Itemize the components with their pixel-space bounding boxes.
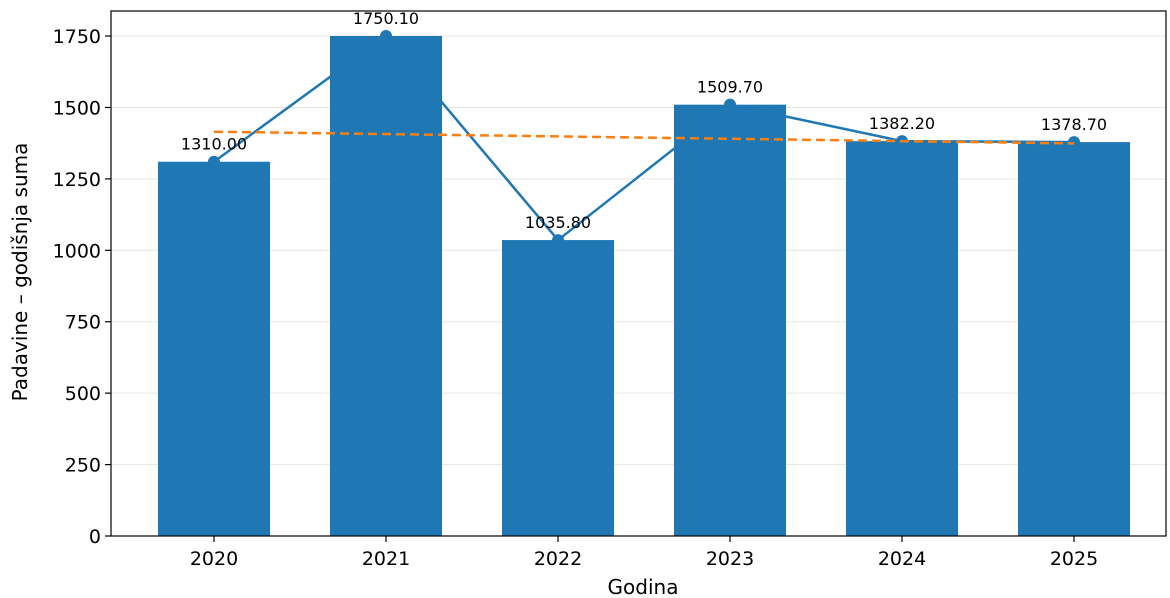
data-labels: 1310.00 1750.10 1035.80 1509.70 1382.20 1378.… (181, 9, 1107, 232)
x-tick-label: 2022 (534, 548, 582, 570)
bar-2023 (674, 104, 786, 537)
x-axis-title: Godina (608, 575, 679, 598)
y-tick-label: 750 (65, 312, 101, 334)
x-tick-label: 2020 (190, 548, 238, 570)
x-tick-label: 2023 (706, 548, 754, 570)
data-label-2021: 1750.10 (353, 9, 419, 28)
trend-line (213, 130, 1075, 145)
y-tick-label: 1250 (53, 169, 101, 191)
point-2025 (1068, 136, 1080, 149)
data-label-2020: 1310.00 (181, 135, 247, 154)
y-tick-label: 1750 (53, 26, 101, 48)
point-2022 (552, 234, 564, 247)
data-label-2022: 1035.80 (525, 213, 591, 232)
y-axis: 0 250 500 750 1000 1250 1500 1750 (53, 26, 111, 548)
point-2021 (380, 29, 392, 42)
y-axis-title: Padavine – godišnja suma (8, 143, 32, 402)
bar-2020 (158, 161, 270, 536)
bars (158, 35, 1130, 537)
y-tick-label: 250 (65, 455, 101, 477)
bar-2024 (846, 141, 958, 536)
data-label-2025: 1378.70 (1041, 115, 1107, 134)
y-tick-label: 0 (89, 526, 101, 548)
point-2020 (208, 155, 220, 168)
y-tick-label: 1500 (53, 97, 101, 119)
point-2023 (724, 98, 736, 111)
x-tick-label: 2024 (878, 548, 926, 570)
data-label-2023: 1509.70 (697, 78, 763, 97)
x-axis: 2020 2021 2022 2023 2024 2025 (190, 536, 1098, 570)
bar-2022 (502, 240, 614, 536)
x-tick-label: 2021 (362, 548, 410, 570)
plot-frame (110, 10, 1167, 537)
data-label-2024: 1382.20 (869, 114, 935, 133)
y-tick-label: 1000 (53, 240, 101, 262)
x-tick-label: 2025 (1050, 548, 1098, 570)
bar-2025 (1018, 142, 1130, 536)
trend-segment (213, 130, 1075, 145)
axes-box (110, 10, 1167, 537)
bar-2021 (330, 35, 442, 537)
y-tick-label: 500 (65, 383, 101, 405)
